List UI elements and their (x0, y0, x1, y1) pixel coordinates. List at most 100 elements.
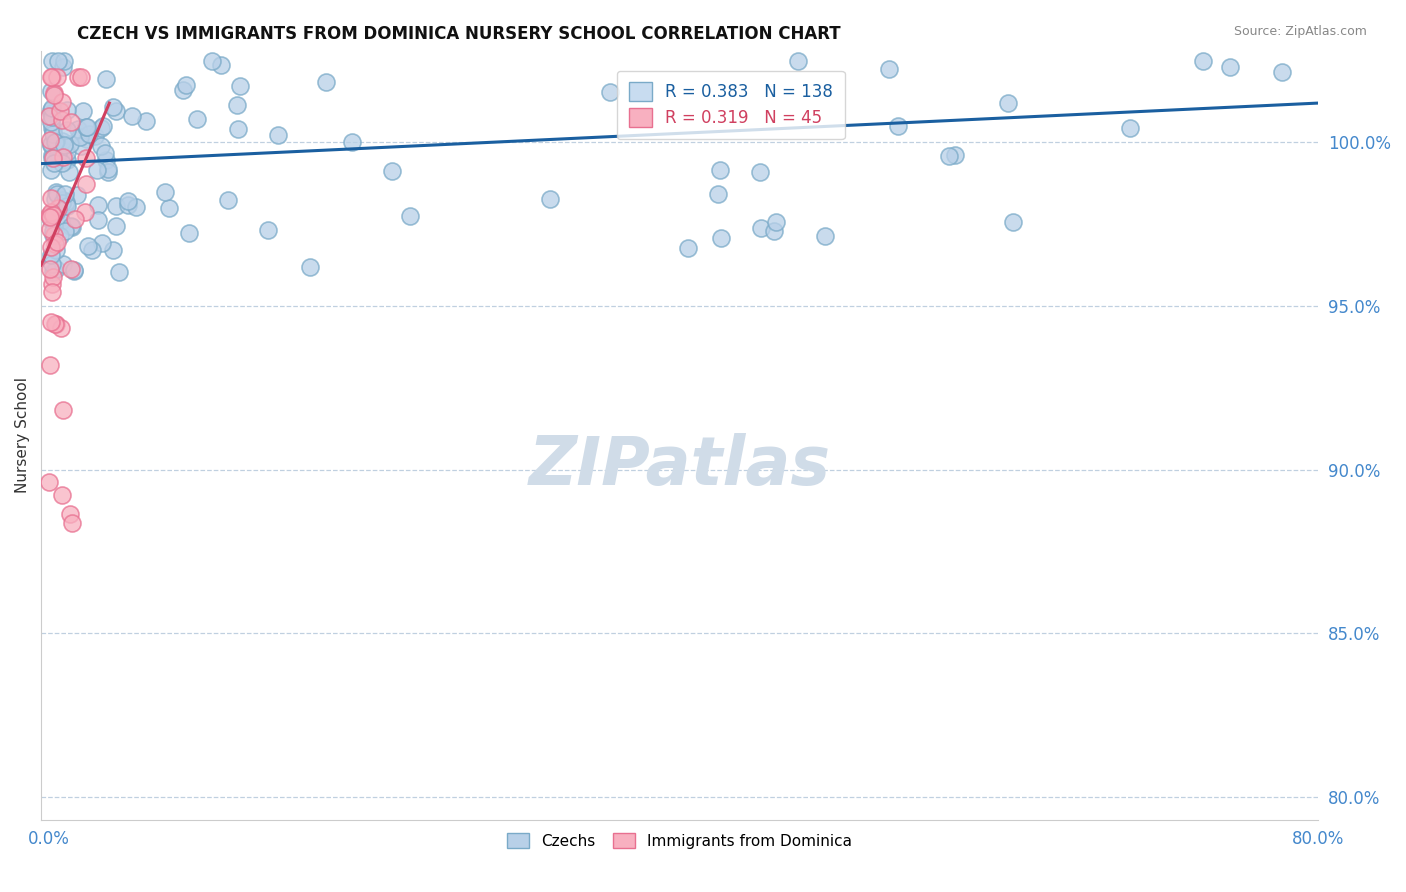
Point (45, 205, 67, 219)
Point (1219, 60, 1241, 74)
Point (786, 54, 808, 68)
Point (94, 72, 117, 87)
Point (117, 194, 139, 208)
Point (117, 198, 139, 212)
Point (266, 128, 288, 143)
Point (39, 191, 62, 205)
Point (53, 224, 76, 238)
Point (44, 87, 66, 101)
Point (63, 262, 86, 277)
Point (49, 210, 72, 224)
Point (46, 201, 69, 215)
Point (55, 153, 77, 167)
Point (155, 185, 177, 199)
Point (39, 315, 62, 329)
Point (51, 113, 73, 128)
Point (70, 70, 93, 84)
Point (39, 105, 62, 120)
Point (39, 248, 62, 262)
Point (96, 162, 118, 177)
Point (45, 261, 67, 276)
Point (298, 260, 321, 275)
Text: CZECH VS IMMIGRANTS FROM DOMINICA NURSERY SCHOOL CORRELATION CHART: CZECH VS IMMIGRANTS FROM DOMINICA NURSER… (77, 25, 841, 43)
Point (39, 70, 62, 84)
Point (381, 164, 404, 178)
Text: Source: ZipAtlas.com: Source: ZipAtlas.com (1233, 25, 1367, 38)
Point (38, 210, 60, 224)
Point (67, 122, 90, 136)
Point (76, 239, 98, 253)
Point (55, 123, 77, 137)
Point (55, 153, 77, 167)
Point (39, 84, 62, 98)
Point (44, 87, 66, 102)
Point (41, 101, 63, 115)
Point (55, 195, 77, 210)
Point (38, 262, 60, 277)
Point (91, 119, 114, 133)
Point (59, 219, 82, 233)
Point (75, 151, 97, 165)
Point (58, 165, 80, 179)
Point (42, 127, 65, 141)
Point (80, 243, 103, 257)
Point (105, 199, 128, 213)
Point (60, 114, 83, 128)
Point (56, 145, 79, 159)
Point (59, 507, 82, 521)
Point (46, 136, 69, 150)
Point (51, 488, 73, 502)
Point (90, 120, 112, 135)
Point (39, 205, 62, 219)
Point (39, 103, 62, 118)
Point (73, 204, 96, 219)
Point (51, 155, 73, 169)
Point (38, 222, 60, 236)
Point (69, 139, 91, 153)
Point (51, 195, 73, 210)
Point (103, 100, 125, 114)
Point (748, 165, 770, 179)
Point (55, 199, 77, 213)
Point (342, 135, 364, 149)
Point (877, 62, 900, 76)
Point (39, 213, 62, 227)
Point (52, 193, 75, 207)
Point (172, 83, 194, 97)
Point (41, 70, 63, 84)
Point (41, 148, 63, 162)
Point (157, 202, 180, 216)
Point (997, 96, 1019, 111)
Point (44, 228, 66, 243)
Point (124, 200, 146, 214)
Point (45, 243, 67, 257)
Point (42, 227, 65, 242)
Point (108, 265, 131, 279)
Point (41, 224, 63, 238)
Point (177, 227, 200, 241)
Point (69, 130, 91, 145)
Point (72, 103, 94, 118)
Point (45, 317, 67, 331)
Legend: Czechs, Immigrants from Dominica: Czechs, Immigrants from Dominica (501, 827, 858, 855)
Point (765, 215, 787, 229)
Point (96, 153, 118, 168)
Point (398, 210, 420, 224)
Point (46, 70, 69, 84)
Point (42, 156, 65, 170)
Point (62, 219, 84, 234)
Point (76, 132, 98, 146)
Point (52, 257, 75, 271)
Point (45, 185, 67, 199)
Point (49, 104, 72, 119)
Point (217, 194, 239, 208)
Point (42, 208, 65, 222)
Point (315, 75, 337, 89)
Point (538, 192, 561, 206)
Point (59, 262, 82, 277)
Point (90, 139, 112, 153)
Point (42, 151, 65, 165)
Point (86, 198, 108, 212)
Point (1271, 64, 1294, 78)
Point (104, 104, 127, 119)
